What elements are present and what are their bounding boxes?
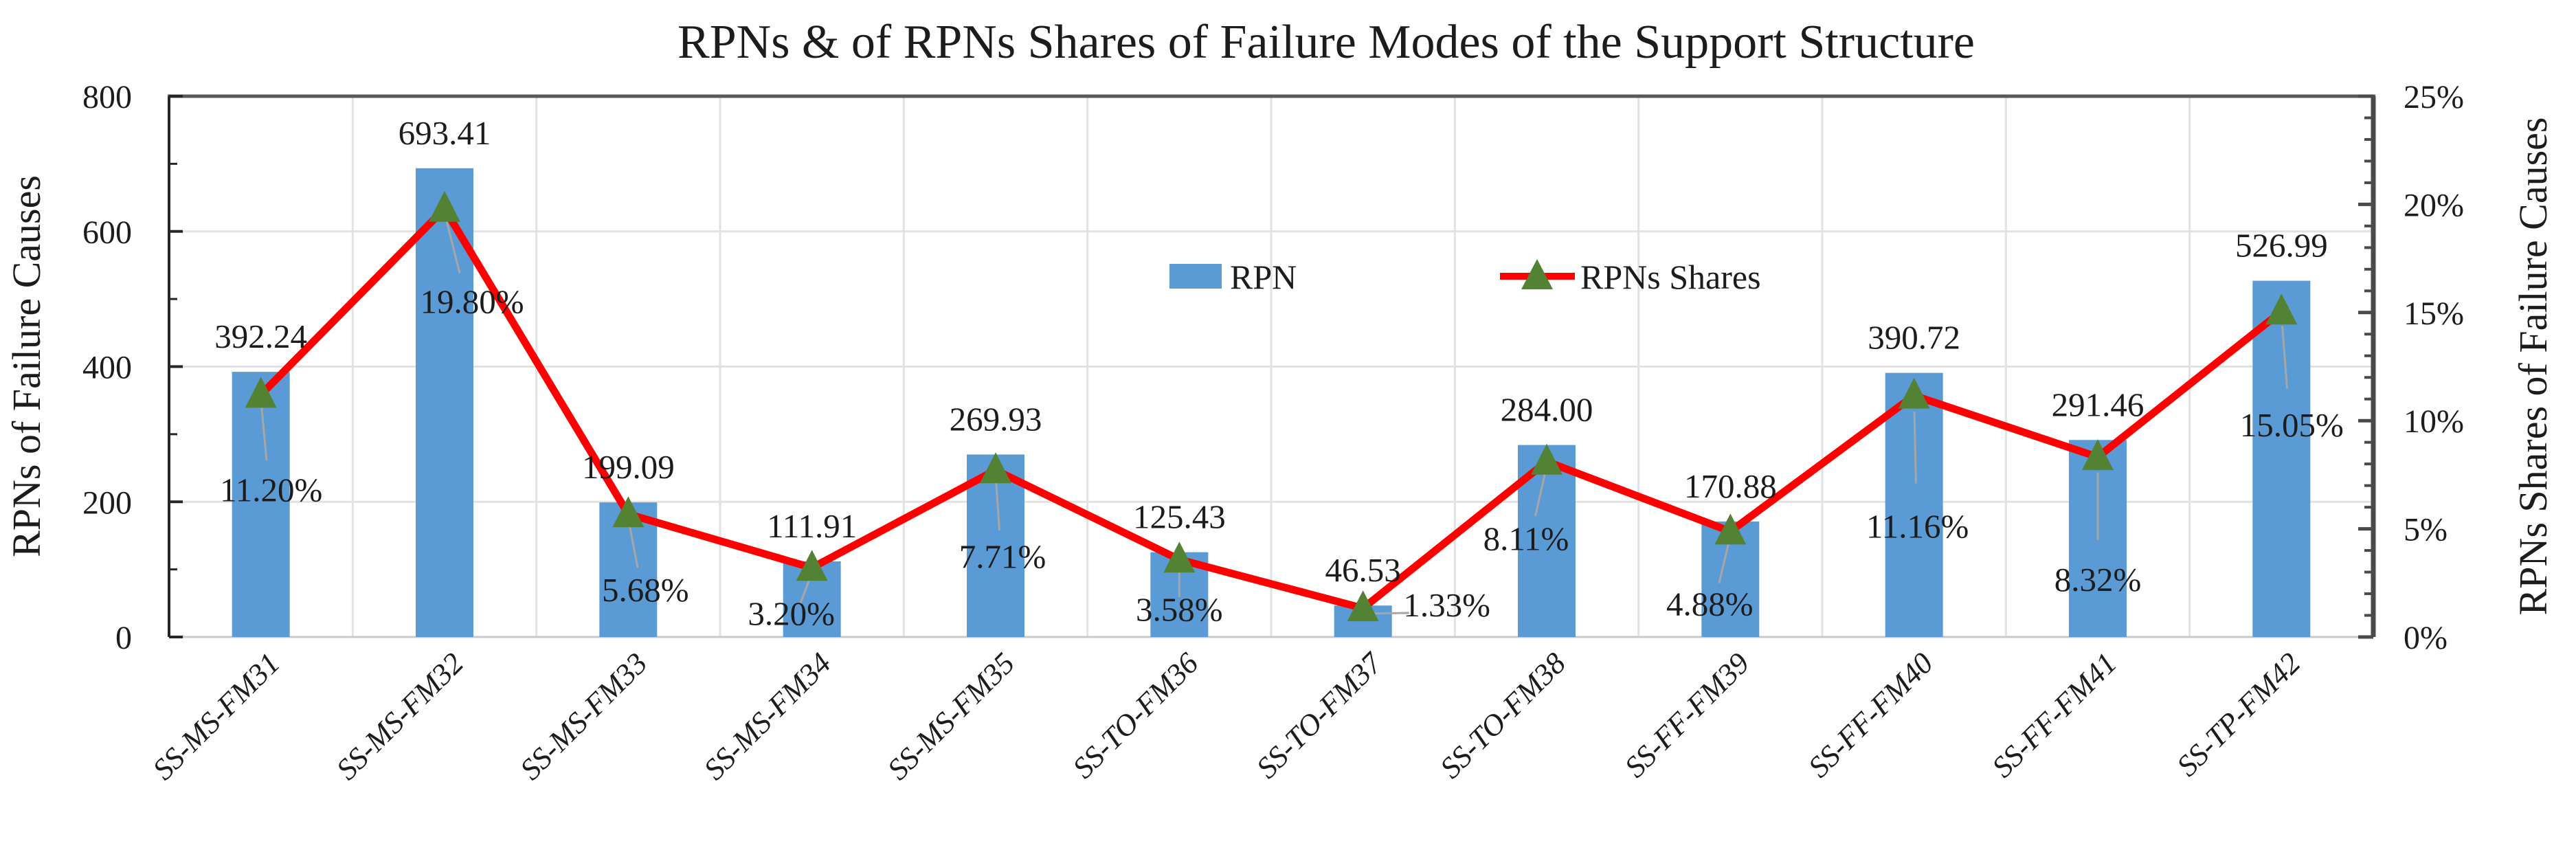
legend-label-rpn: RPN (1230, 258, 1297, 296)
shares-percent-label: 1.33% (1403, 586, 1490, 624)
category-label: SS-MS-FM35 (881, 646, 1021, 786)
category-label: SS-FF-FM39 (1618, 646, 1756, 784)
chart-title: RPNs & of RPNs Shares of Failure Modes o… (677, 16, 1975, 69)
category-label: SS-MS-FM34 (697, 646, 838, 786)
share-label-leader-line (1718, 542, 1730, 583)
rpn-value-label: 199.09 (582, 448, 675, 486)
rpn-value-label: 284.00 (1501, 391, 1593, 429)
left-axis-tick-label: 0 (115, 620, 132, 656)
category-label: SS-TO-FM36 (1066, 646, 1205, 785)
axes: 0 200 400 600 800 0% 5% 10% 15% 20% 25% (82, 79, 2464, 656)
shares-percent-label: 7.71% (959, 537, 1046, 575)
rpn-value-label: 170.88 (1684, 467, 1777, 505)
legend-marker-triangle-icon (1521, 259, 1553, 289)
shares-percent-label: 15.05% (2240, 406, 2344, 444)
shares-marker-triangle-icon (612, 496, 645, 528)
shares-marker-triangle-icon (245, 377, 277, 408)
category-label: SS-MS-FM32 (330, 646, 470, 786)
share-label-leader-line (1913, 411, 1917, 484)
share-label-leader-line (260, 407, 268, 461)
shares-percent-label: 8.32% (2054, 561, 2142, 599)
shares-percent-label: 11.20% (220, 471, 322, 508)
rpn-value-label: 390.72 (1868, 319, 1960, 357)
share-label-leader-line (799, 577, 811, 603)
rpn-value-label: 125.43 (1133, 498, 1226, 536)
data-labels: 392.24 693.41 199.09 111.91 269.93 125.43 46.5… (214, 114, 2344, 632)
rpn-value-label: 46.53 (1325, 551, 1401, 589)
legend: RPN RPNs Shares (1169, 258, 1761, 296)
shares-marker-triangle-icon (1714, 513, 1747, 545)
rpn-value-label: 269.93 (950, 400, 1042, 438)
category-label: SS-TO-FM37 (1250, 645, 1389, 785)
share-label-leader-line (995, 482, 1000, 530)
left-axis-tick-label: 800 (82, 79, 132, 115)
right-axis-tick-label: 25% (2404, 79, 2464, 115)
category-label: SS-FF-FM40 (1802, 646, 1940, 784)
category-label: SS-TP-FM42 (2171, 646, 2307, 783)
left-axis-tick-label: 400 (82, 350, 132, 386)
shares-percent-label: 11.16% (1866, 508, 1969, 546)
share-label-leader-line (628, 525, 639, 568)
share-label-leader-line (2281, 326, 2289, 389)
shares-marker-triangle-icon (980, 452, 1011, 484)
category-label: SS-TO-FM38 (1433, 646, 1572, 785)
left-axis-title: RPNs of Failure Causes (4, 175, 49, 557)
share-label-leader-line (445, 221, 461, 273)
shares-line-series (245, 190, 2298, 622)
share-label-leader-line (1534, 473, 1547, 517)
right-axis-tick-label: 0% (2404, 620, 2448, 656)
shares-percent-label: 19.80% (420, 283, 524, 321)
shares-marker-triangle-icon (429, 190, 460, 222)
shares-percent-label: 3.20% (748, 594, 835, 632)
shares-marker-triangle-icon (1163, 541, 1196, 573)
right-axis-tick-label: 10% (2404, 403, 2464, 440)
share-label-leader-line (1369, 612, 1409, 615)
right-axis-title: RPNs Shares of Failure Causes (2511, 118, 2555, 616)
rpn-value-label: 111.91 (767, 507, 857, 545)
shares-percent-label: 5.68% (602, 571, 689, 609)
gridlines (169, 96, 2373, 637)
legend-swatch-rpn (1169, 264, 1222, 289)
category-label: SS-FF-FM41 (1986, 646, 2124, 784)
category-axis-labels: SS-MS-FM31 SS-MS-FM32 SS-MS-FM33 SS-MS-FM34… (146, 645, 2307, 786)
right-axis-tick-label: 5% (2404, 512, 2448, 548)
right-axis-tick-label: 15% (2404, 295, 2464, 332)
left-axis-tick-label: 200 (82, 484, 132, 521)
shares-marker-triangle-icon (2082, 439, 2114, 471)
category-label: SS-MS-FM33 (513, 646, 653, 786)
category-label: SS-MS-FM31 (146, 646, 287, 786)
shares-marker-triangle-icon (1898, 377, 1930, 409)
rpn-bar (2252, 280, 2311, 637)
shares-percent-label: 8.11% (1483, 520, 1569, 558)
rpn-bar (232, 372, 290, 637)
left-axis-tick-label: 600 (82, 214, 132, 251)
shares-percent-label: 3.58% (1136, 590, 1223, 628)
legend-label-shares: RPNs Shares (1580, 258, 1761, 296)
shares-line (257, 205, 2285, 612)
shares-marker-triangle-icon (1347, 590, 1379, 622)
shares-marker-triangle-icon (2265, 293, 2298, 325)
right-axis-tick-label: 20% (2404, 187, 2464, 223)
shares-percent-label: 4.88% (1666, 585, 1754, 623)
rpn-value-label: 392.24 (214, 317, 307, 355)
shares-marker-triangle-icon (1531, 443, 1563, 475)
rpn-value-label: 526.99 (2235, 227, 2328, 265)
shares-marker-triangle-icon (796, 550, 828, 581)
rpn-value-label: 693.41 (399, 114, 491, 152)
rpn-value-label: 291.46 (2052, 385, 2144, 423)
